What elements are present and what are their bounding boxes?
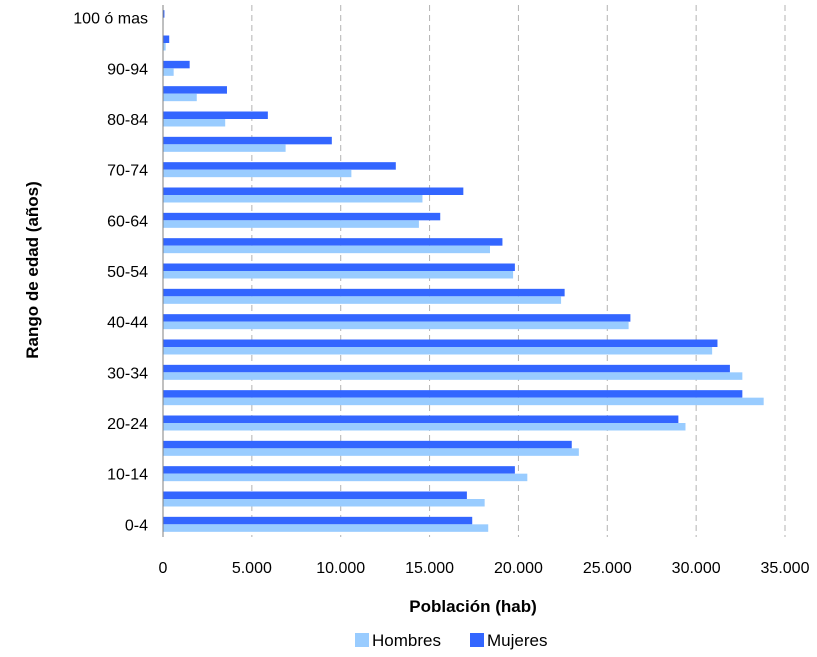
- bar-hombres: [163, 144, 286, 152]
- bar-hombres: [163, 321, 629, 330]
- legend-label-hombres: Hombres: [372, 631, 441, 650]
- x-tick-label: 30.000: [672, 560, 721, 577]
- bar-mujeres: [163, 212, 441, 221]
- x-tick-label: 10.000: [316, 560, 365, 577]
- x-tick-labels: 0 5.000 10.000 15.000 20.000 25.000 30.000 35.0…: [159, 560, 810, 577]
- bar-hombres: [163, 169, 352, 178]
- bar-hombres: [163, 473, 528, 482]
- x-tick-label: 20.000: [494, 560, 543, 577]
- y-tick-label: 40-44: [107, 315, 148, 332]
- y-tick-label: 80-84: [107, 112, 148, 129]
- bar-mujeres: [163, 10, 165, 18]
- bars: [163, 10, 764, 532]
- y-tick-labels: 0-4 10-14 20-24 30-34 40-44 50-54 60-64 70-74 80…: [73, 11, 148, 535]
- bar-hombres: [163, 245, 490, 254]
- bar-mujeres: [163, 263, 515, 271]
- x-tick-label: 15.000: [405, 560, 454, 577]
- legend-swatch-mujeres: [470, 633, 484, 647]
- bar-hombres: [163, 372, 743, 380]
- bar-hombres: [163, 220, 419, 228]
- bar-mujeres: [163, 440, 572, 449]
- legend-label-mujeres: Mujeres: [487, 631, 547, 650]
- bar-mujeres: [163, 60, 190, 69]
- x-tick-label: 35.000: [761, 560, 810, 577]
- legend: Hombres Mujeres: [355, 631, 547, 650]
- bar-mujeres: [163, 288, 565, 297]
- bar-hombres: [163, 43, 166, 51]
- bar-mujeres: [163, 86, 227, 94]
- legend-swatch-hombres: [355, 633, 369, 647]
- bar-mujeres: [163, 516, 473, 525]
- x-tick-label: 5.000: [232, 560, 272, 577]
- bar-mujeres: [163, 111, 268, 119]
- x-tick-label: 25.000: [583, 560, 632, 577]
- bar-hombres: [163, 499, 485, 507]
- bar-mujeres: [163, 136, 332, 145]
- bar-hombres: [163, 347, 713, 355]
- bar-mujeres: [163, 466, 515, 474]
- bar-hombres: [163, 68, 174, 76]
- y-axis-title: Rango de edad (años): [23, 181, 42, 359]
- bar-mujeres: [163, 35, 170, 43]
- bar-mujeres: [163, 390, 743, 398]
- y-tick-label: 100 ó mas: [73, 11, 148, 28]
- bar-hombres: [163, 397, 764, 406]
- y-tick-label: 50-54: [107, 264, 148, 281]
- bar-hombres: [163, 119, 226, 127]
- bar-hombres: [163, 296, 562, 304]
- y-tick-label: 60-64: [107, 213, 148, 230]
- bar-hombres: [163, 423, 686, 431]
- y-tick-label: 30-34: [107, 365, 148, 382]
- bar-mujeres: [163, 187, 464, 195]
- y-tick-label: 0-4: [125, 517, 148, 534]
- x-tick-label: 0: [159, 560, 168, 577]
- bar-hombres: [163, 195, 423, 203]
- bar-hombres: [163, 448, 579, 456]
- x-axis-title: Población (hab): [409, 597, 537, 616]
- bar-mujeres: [163, 238, 503, 246]
- bar-hombres: [163, 271, 514, 279]
- bar-mujeres: [163, 415, 679, 423]
- bar-mujeres: [163, 491, 467, 499]
- bar-hombres: [163, 93, 197, 102]
- bar-hombres: [163, 524, 489, 532]
- y-tick-label: 90-94: [107, 61, 148, 78]
- y-tick-label: 20-24: [107, 416, 148, 433]
- y-tick-label: 10-14: [107, 467, 148, 484]
- bar-mujeres: [163, 339, 718, 347]
- y-tick-label: 70-74: [107, 163, 148, 180]
- bar-mujeres: [163, 162, 396, 170]
- bar-mujeres: [163, 364, 730, 373]
- bar-mujeres: [163, 314, 631, 322]
